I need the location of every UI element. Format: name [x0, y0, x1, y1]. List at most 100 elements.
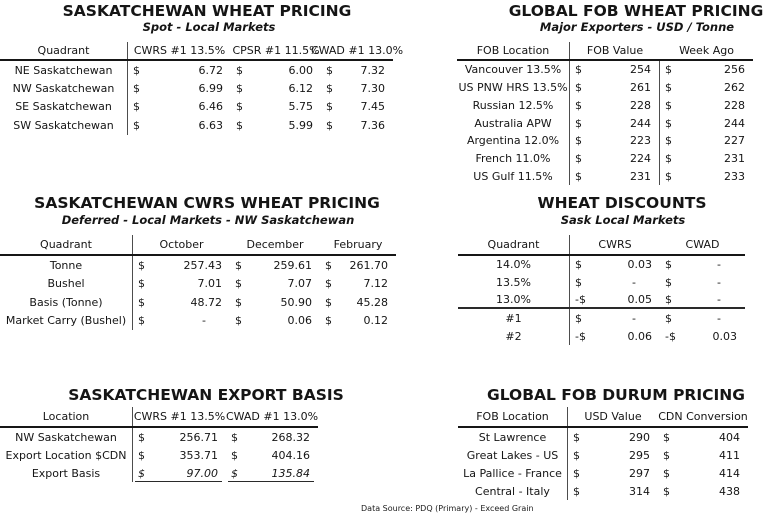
table-row: SW Saskatchewan $6.63 $5.99 $7.36 — [0, 116, 393, 135]
currency-symbol: $ — [665, 276, 672, 290]
section-subtitle-wheat-discounts: Sask Local Markets — [560, 213, 686, 227]
currency-symbol: $ — [326, 63, 333, 77]
value-cell: -$ 0.06 — [570, 327, 660, 345]
currency-symbol: $ — [235, 295, 242, 309]
value-cell: $ - — [660, 256, 745, 274]
cell-value: 6.12 — [288, 82, 314, 96]
cell-value: 404 — [719, 430, 740, 444]
table-header-row: FOB Location FOB Value Week Ago — [457, 42, 753, 61]
table-row: Basis (Tonne) $48.72 $50.90 $45.28 — [0, 293, 396, 312]
currency-symbol: $ — [138, 466, 145, 480]
value-column-header: CPSR #1 11.5% — [232, 44, 320, 57]
currency-symbol: $ — [138, 430, 145, 444]
table-row: French 11.0% $224 $231 — [457, 149, 753, 168]
row-label: 14.0% — [458, 256, 570, 274]
currency-symbol: $ — [236, 100, 243, 114]
currency-symbol: $ — [138, 258, 145, 272]
value-cell: $223 — [570, 132, 660, 150]
value-column-header: CWRS #1 13.5% — [133, 410, 226, 423]
cell-value: 244 — [630, 116, 651, 130]
value-cell: $256 — [660, 61, 753, 79]
cell-value: 6.63 — [198, 118, 224, 132]
value-cell: $411 — [658, 446, 748, 464]
currency-symbol: $ — [573, 448, 580, 462]
cell-value: - — [202, 314, 206, 328]
currency-symbol: $ — [665, 116, 672, 130]
value-cell: $314 — [568, 482, 658, 500]
table-row: Export Location $CDN $353.71 $404.16 — [0, 446, 318, 464]
cell-value: 231 — [724, 152, 745, 166]
cell-value: 227 — [724, 134, 745, 148]
cell-value: 256 — [724, 63, 745, 77]
value-cell: $254 — [570, 61, 660, 79]
section-title-export-basis: SASKATCHEWAN EXPORT BASIS — [68, 386, 344, 404]
value-cell: $135.84 — [226, 464, 318, 482]
currency-symbol: $ — [575, 116, 582, 130]
value-cell: -$ 0.03 — [660, 327, 745, 345]
table-row: Vancouver 13.5% $254 $256 — [457, 61, 753, 79]
value-cell: $404 — [658, 428, 748, 446]
cell-value: 7.01 — [197, 277, 223, 291]
cell-value: 5.99 — [288, 118, 314, 132]
currency-symbol: $ — [235, 258, 242, 272]
cell-value: - — [632, 311, 636, 325]
cell-value: 295 — [629, 448, 650, 462]
currency-symbol: $ — [325, 295, 332, 309]
currency-symbol: $ — [231, 466, 238, 480]
value-cell: $6.72 — [128, 61, 231, 79]
currency-symbol: $ — [133, 63, 140, 77]
currency-symbol: $ — [575, 276, 582, 290]
currency-symbol: $ — [575, 152, 582, 166]
table-row: 13.5% $ - $ - — [458, 273, 745, 292]
currency-symbol: $ — [138, 295, 145, 309]
value-cell: $228 — [570, 96, 660, 115]
table-row: Tonne $257.43 $259.61 $261.70 — [0, 256, 396, 275]
currency-symbol: $ — [235, 277, 242, 291]
value-cell: $5.75 — [231, 98, 321, 116]
row-label: Bushel — [0, 274, 133, 293]
value-column-header: February — [333, 238, 383, 251]
row-label: Russian 12.5% — [457, 96, 570, 115]
currency-symbol: $ — [575, 311, 582, 325]
row-label: NW Saskatchewan — [0, 79, 128, 98]
label-column-header: FOB Location — [457, 42, 570, 59]
row-label: US PNW HRS 13.5% — [457, 78, 570, 97]
currency-symbol: $ — [663, 448, 670, 462]
value-cell: $6.63 — [128, 116, 231, 134]
currency-symbol: $ — [138, 314, 145, 328]
cell-value: 0.03 — [627, 258, 653, 272]
cell-value: - — [717, 292, 721, 306]
cell-value: 411 — [719, 448, 740, 462]
table-row: Australia APW $244 $244 — [457, 114, 753, 132]
table-header-row: Quadrant CWRS CWAD — [458, 235, 745, 256]
value-column-header: December — [246, 238, 304, 251]
cell-value: 438 — [719, 484, 740, 498]
currency-symbol: $ — [575, 134, 582, 148]
label-column-header: FOB Location — [458, 407, 568, 426]
row-label: Tonne — [0, 256, 133, 275]
value-cell: $7.07 — [230, 275, 320, 294]
value-cell: $97.00 — [133, 464, 226, 482]
currency-symbol: $ — [665, 63, 672, 77]
value-cell: $268.32 — [226, 428, 318, 446]
value-cell: $256.71 — [133, 428, 226, 446]
row-label: SW Saskatchewan — [0, 116, 128, 135]
currency-symbol: $ — [665, 98, 672, 112]
cell-value: 233 — [724, 169, 745, 183]
row-label: Vancouver 13.5% — [457, 61, 570, 79]
table-header-row: Quadrant CWRS #1 13.5% CPSR #1 11.5% CWAD #… — [0, 42, 403, 61]
section-title-wheat-discounts: WHEAT DISCOUNTS — [537, 194, 707, 212]
table-row: La Pallice - France $297 $414 — [458, 464, 748, 482]
currency-symbol: $ — [665, 258, 672, 272]
row-label: Great Lakes - US — [458, 446, 568, 464]
value-cell: $262 — [660, 79, 753, 97]
table-row: Bushel $7.01 $7.07 $7.12 — [0, 274, 396, 294]
label-column-header: Location — [0, 407, 133, 426]
section-title-fob-wheat: GLOBAL FOB WHEAT PRICING — [508, 2, 764, 20]
currency-symbol: $ — [231, 430, 238, 444]
currency-symbol: -$ — [575, 329, 586, 343]
value-cell: $0.12 — [320, 312, 396, 331]
value-cell: $6.46 — [128, 98, 231, 116]
table-row: #2 -$ 0.06 -$ 0.03 — [458, 327, 745, 345]
cell-value: 261.70 — [349, 258, 389, 272]
